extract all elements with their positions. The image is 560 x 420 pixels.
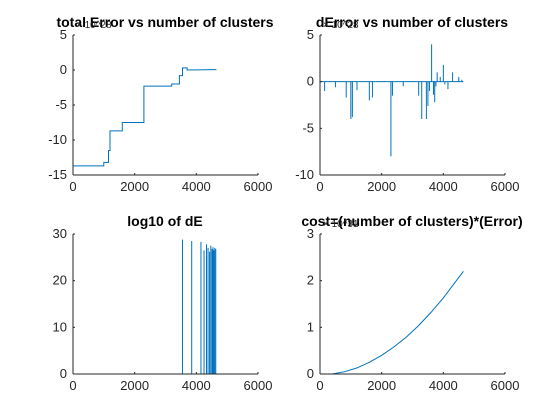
y-exponent-label: × 10^28 <box>76 20 112 31</box>
x-tick-label: 6000 <box>491 378 520 393</box>
y-tick-label: 0 <box>60 366 67 381</box>
y-tick-label: 3 <box>307 226 314 241</box>
x-tick-label: 4000 <box>182 179 211 194</box>
y-tick-label: 10 <box>53 319 67 334</box>
plot-area <box>73 35 258 175</box>
x-tick-label: 6000 <box>491 179 520 194</box>
y-exponent-label: × 10^28 <box>323 20 359 31</box>
subplot-cost: cost=(number of clusters)*(Error) × 10^3… <box>301 213 522 393</box>
x-tick-label: 2000 <box>120 179 149 194</box>
x-tick-label: 2000 <box>367 179 396 194</box>
x-tick-label: 4000 <box>182 378 211 393</box>
y-tick-label: -15 <box>48 167 67 182</box>
y-tick-label: 1 <box>307 319 314 334</box>
subplot-title: dError vs number of clusters <box>316 14 508 30</box>
y-exponent-label: × 10^31 <box>323 219 359 230</box>
y-tick-label: 5 <box>60 27 67 42</box>
x-tick-label: 6000 <box>244 179 273 194</box>
y-tick-label: 30 <box>53 226 67 241</box>
subplot-title: total Error vs number of clusters <box>56 14 273 30</box>
y-tick-label: 5 <box>307 27 314 42</box>
x-tick-label: 2000 <box>120 378 149 393</box>
subplot-title: cost=(number of clusters)*(Error) <box>301 213 522 229</box>
plot-area <box>73 234 258 374</box>
x-tick-label: 0 <box>316 378 323 393</box>
plot-area <box>320 35 505 175</box>
series-line <box>332 271 464 375</box>
x-tick-label: 0 <box>69 378 76 393</box>
y-tick-label: 0 <box>307 366 314 381</box>
y-tick-label: 0 <box>60 62 67 77</box>
x-tick-label: 0 <box>316 179 323 194</box>
x-tick-label: 4000 <box>429 179 458 194</box>
y-tick-label: -10 <box>295 167 314 182</box>
plot-area <box>320 234 505 374</box>
x-tick-label: 4000 <box>429 378 458 393</box>
y-tick-label: -5 <box>55 97 67 112</box>
x-tick-label: 0 <box>69 179 76 194</box>
x-tick-label: 2000 <box>367 378 396 393</box>
y-tick-label: -10 <box>48 132 67 147</box>
subplot-title: log10 of dE <box>127 213 202 229</box>
y-tick-label: 0 <box>307 74 314 89</box>
y-tick-label: -5 <box>302 120 314 135</box>
subplot-log10-de: log10 of dE 0 2000 4000 6000 30 20 10 0 <box>53 213 273 393</box>
subplot-total-error: total Error vs number of clusters × 10^2… <box>48 14 274 194</box>
series-line <box>73 67 217 167</box>
subplot-derror: dError vs number of clusters × 10^28 0 20… <box>295 14 519 194</box>
x-tick-label: 6000 <box>244 378 273 393</box>
y-tick-label: 20 <box>53 273 67 288</box>
y-tick-label: 2 <box>307 273 314 288</box>
